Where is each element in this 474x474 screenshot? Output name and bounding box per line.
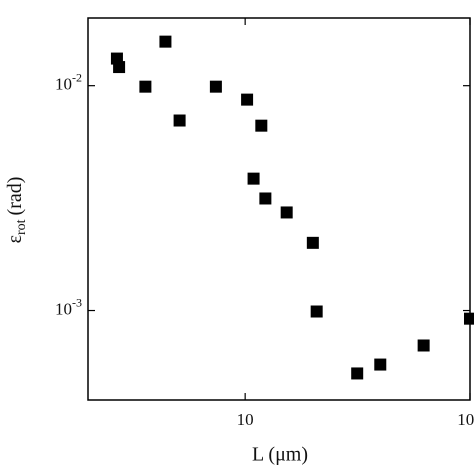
- y-tick-exponent: -3: [72, 295, 82, 309]
- data-point: [255, 119, 268, 132]
- data-point: [351, 367, 364, 380]
- data-point: [417, 339, 430, 352]
- plot-frame: [87, 17, 471, 401]
- data-point: [139, 80, 152, 93]
- data-point: [464, 312, 474, 325]
- y-axis-label: εrot (rad): [4, 177, 30, 244]
- data-point: [280, 206, 293, 219]
- y-tick-base: 10: [55, 299, 72, 318]
- data-point: [374, 358, 387, 371]
- data-point: [241, 93, 254, 106]
- x-tick-label: 10: [237, 410, 254, 429]
- axes: [88, 18, 471, 400]
- data-point: [247, 172, 260, 185]
- data-point: [113, 61, 126, 74]
- data-point: [306, 236, 319, 249]
- y-tick-label: 10-3: [55, 295, 82, 318]
- x-tick-label: 100: [457, 410, 474, 429]
- x-axis-label: L (μm): [252, 444, 308, 466]
- data-point: [159, 35, 172, 48]
- data-point: [259, 192, 272, 205]
- data-point: [310, 305, 323, 318]
- y-label-unit: (rad): [4, 177, 26, 216]
- data-point: [209, 80, 222, 93]
- y-tick-label: 10-2: [55, 70, 82, 93]
- y-label-subscript: rot: [14, 219, 29, 235]
- y-tick-exponent: -2: [72, 70, 82, 84]
- data-point: [173, 114, 186, 127]
- y-label-symbol: ε: [4, 235, 26, 243]
- y-tick-base: 10: [55, 75, 72, 94]
